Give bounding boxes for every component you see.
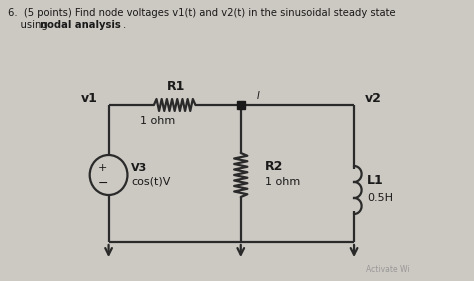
Text: v1: v1 xyxy=(81,92,98,105)
Text: Activate Wi: Activate Wi xyxy=(366,265,410,274)
Text: L1: L1 xyxy=(367,173,384,187)
Text: 6.  (5 points) Find node voltages v1(t) and v2(t) in the sinusoidal steady state: 6. (5 points) Find node voltages v1(t) a… xyxy=(8,8,395,18)
Text: I: I xyxy=(256,91,259,101)
Text: .: . xyxy=(123,20,126,30)
Text: 1 ohm: 1 ohm xyxy=(140,116,175,126)
Text: using: using xyxy=(8,20,50,30)
Text: nodal analysis: nodal analysis xyxy=(40,20,120,30)
Text: cos(t)V: cos(t)V xyxy=(131,177,171,187)
Text: V3: V3 xyxy=(131,163,147,173)
Text: −: − xyxy=(98,176,108,189)
Text: 0.5H: 0.5H xyxy=(367,193,393,203)
Text: R1: R1 xyxy=(167,80,186,94)
Text: +: + xyxy=(98,163,108,173)
Text: R2: R2 xyxy=(265,160,283,173)
Text: 1 ohm: 1 ohm xyxy=(265,177,301,187)
Text: v2: v2 xyxy=(365,92,382,105)
